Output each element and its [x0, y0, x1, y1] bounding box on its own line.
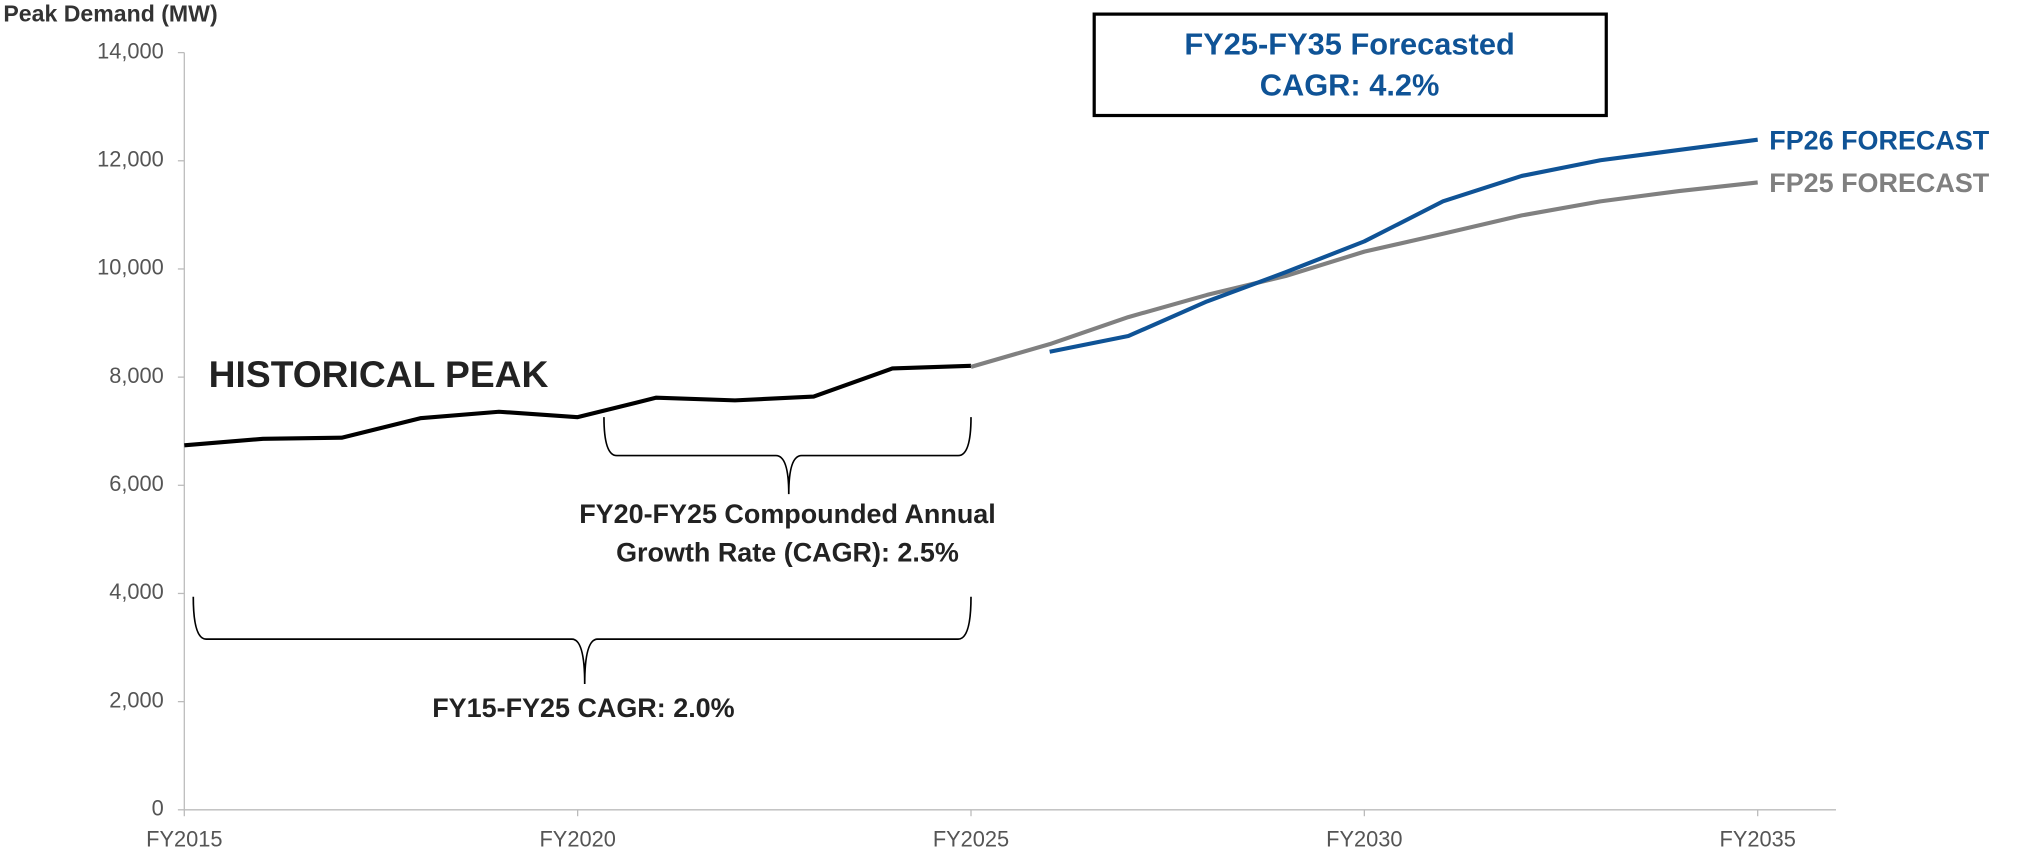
brace: [603, 417, 972, 495]
series-label: FP25 FORECAST: [1769, 168, 1990, 198]
line: [1049, 137, 1758, 354]
y-tick-label: 4,000: [109, 579, 164, 604]
line: [184, 363, 972, 448]
series-label: FP26 FORECAST: [1769, 125, 1990, 155]
y-axis-title: Peak Demand (MW): [3, 1, 217, 27]
x-tick-label: FY2015: [146, 826, 222, 851]
x-tick-label: FY2030: [1326, 826, 1402, 851]
y-tick-label: 10,000: [97, 255, 164, 280]
x-tick-label: FY2020: [539, 826, 615, 851]
y-tick-label: 14,000: [97, 38, 164, 63]
annotation: Growth Rate (CAGR): 2.5%: [616, 538, 959, 568]
annotation: FY20-FY25 Compounded Annual: [579, 499, 996, 529]
y-tick-label: 8,000: [109, 363, 164, 388]
y-tick-label: 0: [152, 796, 164, 821]
annotation: FY15-FY25 CAGR: 2.0%: [432, 693, 734, 723]
y-tick-label: 2,000: [109, 687, 164, 712]
annotation: HISTORICAL PEAK: [209, 353, 549, 395]
x-tick-label: FY2035: [1720, 826, 1796, 851]
y-tick-label: 12,000: [97, 147, 164, 172]
brace: [192, 596, 972, 685]
annotation-box: [1092, 12, 1608, 118]
annotation: FY25-FY35 Forecasted: [1184, 26, 1514, 61]
annotation: CAGR: 4.2%: [1260, 67, 1440, 102]
line: [970, 180, 1758, 369]
y-tick-label: 6,000: [109, 471, 164, 496]
x-tick-label: FY2025: [933, 826, 1009, 851]
